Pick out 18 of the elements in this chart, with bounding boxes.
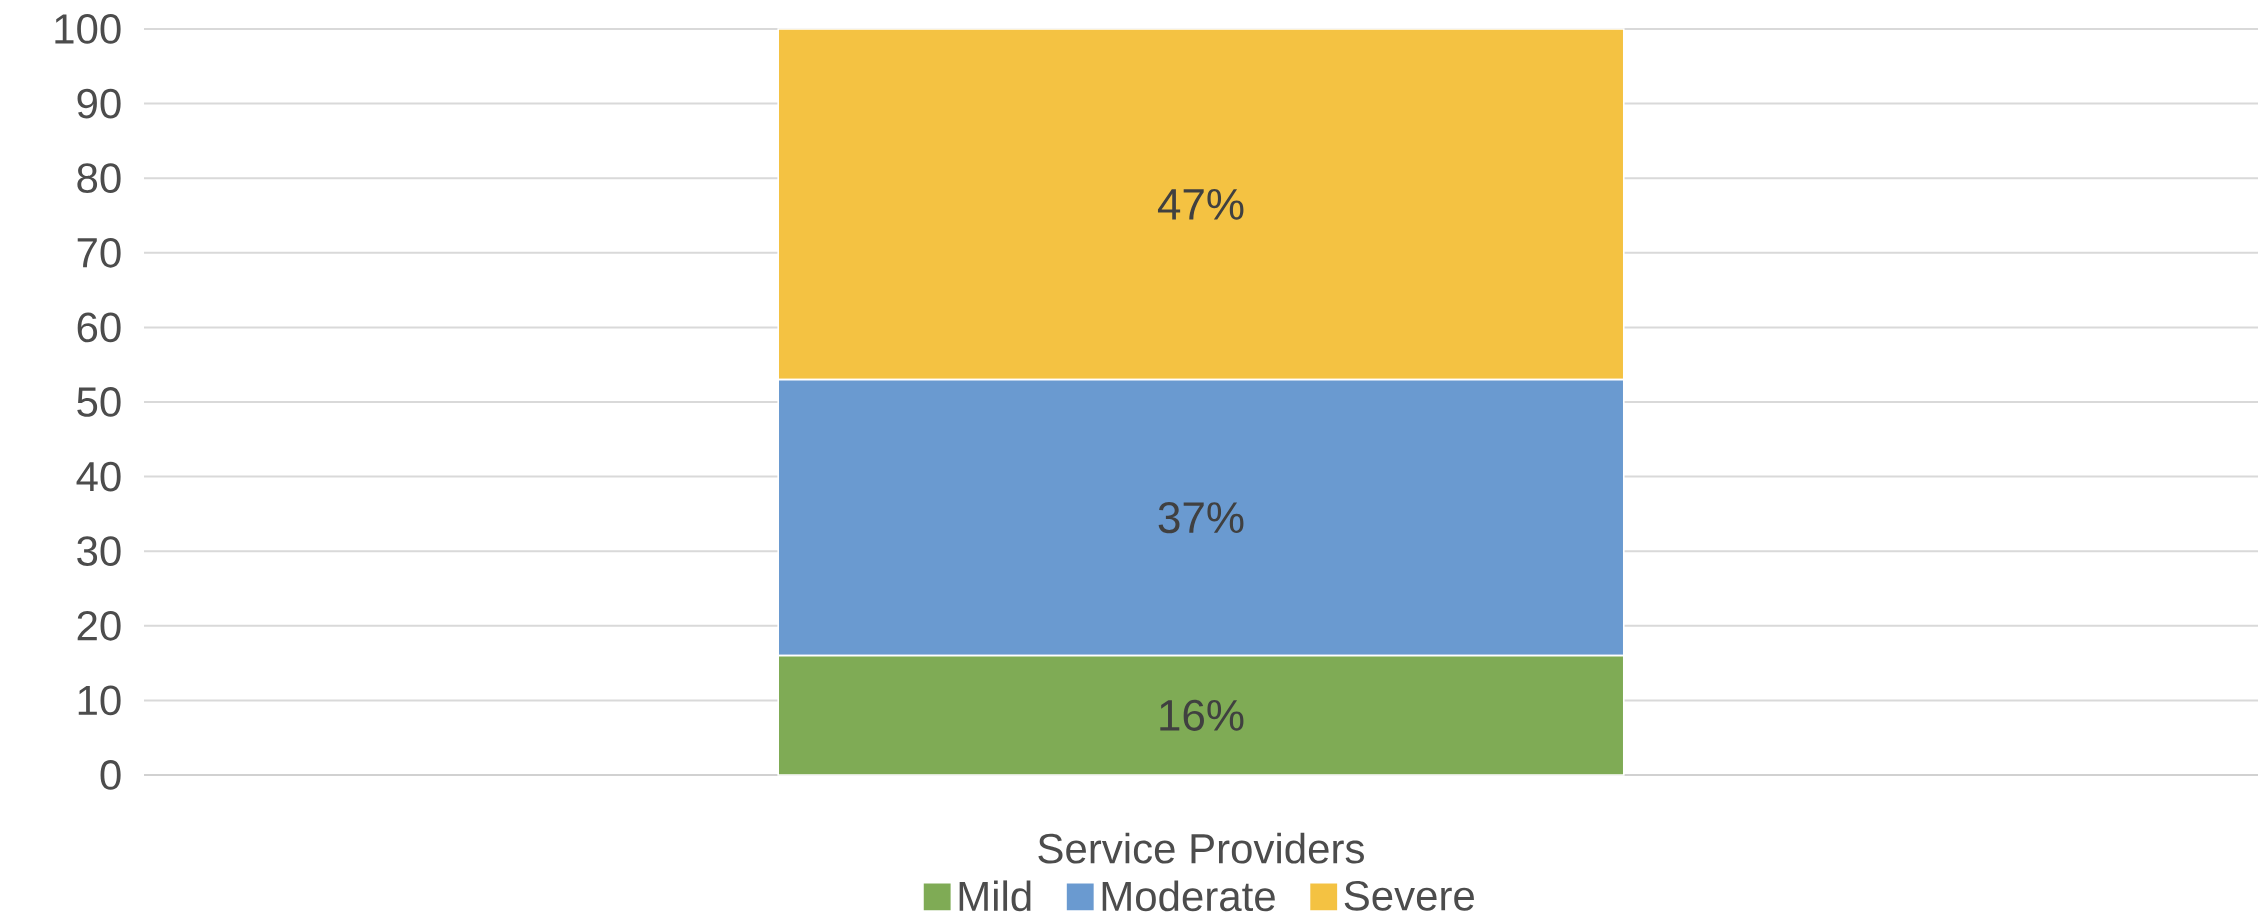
y-tick-label: 10 <box>78 685 121 716</box>
y-tick-label: 60 <box>77 312 121 343</box>
y-tick-label: 30 <box>77 536 121 567</box>
data-label: 47% <box>1157 188 1244 220</box>
y-tick-label: 50 <box>77 387 121 417</box>
y-tick-label: 40 <box>76 461 121 492</box>
y-tick-label: 70 <box>77 237 121 268</box>
data-label: 16% <box>1160 699 1244 731</box>
y-tick-label: 90 <box>77 88 121 119</box>
data-label: 37% <box>1158 502 1244 534</box>
legend-label: Moderate <box>1102 880 1275 912</box>
x-tick-label: Service Providers <box>1038 832 1364 864</box>
legend-label: Mild <box>959 880 1031 912</box>
y-tick-label: 20 <box>77 610 121 641</box>
y-tick-label: 0 <box>100 760 121 790</box>
y-tick-label: 80 <box>77 163 121 194</box>
legend-label: Severe <box>1344 880 1474 911</box>
y-tick-label: 100 <box>55 14 121 44</box>
